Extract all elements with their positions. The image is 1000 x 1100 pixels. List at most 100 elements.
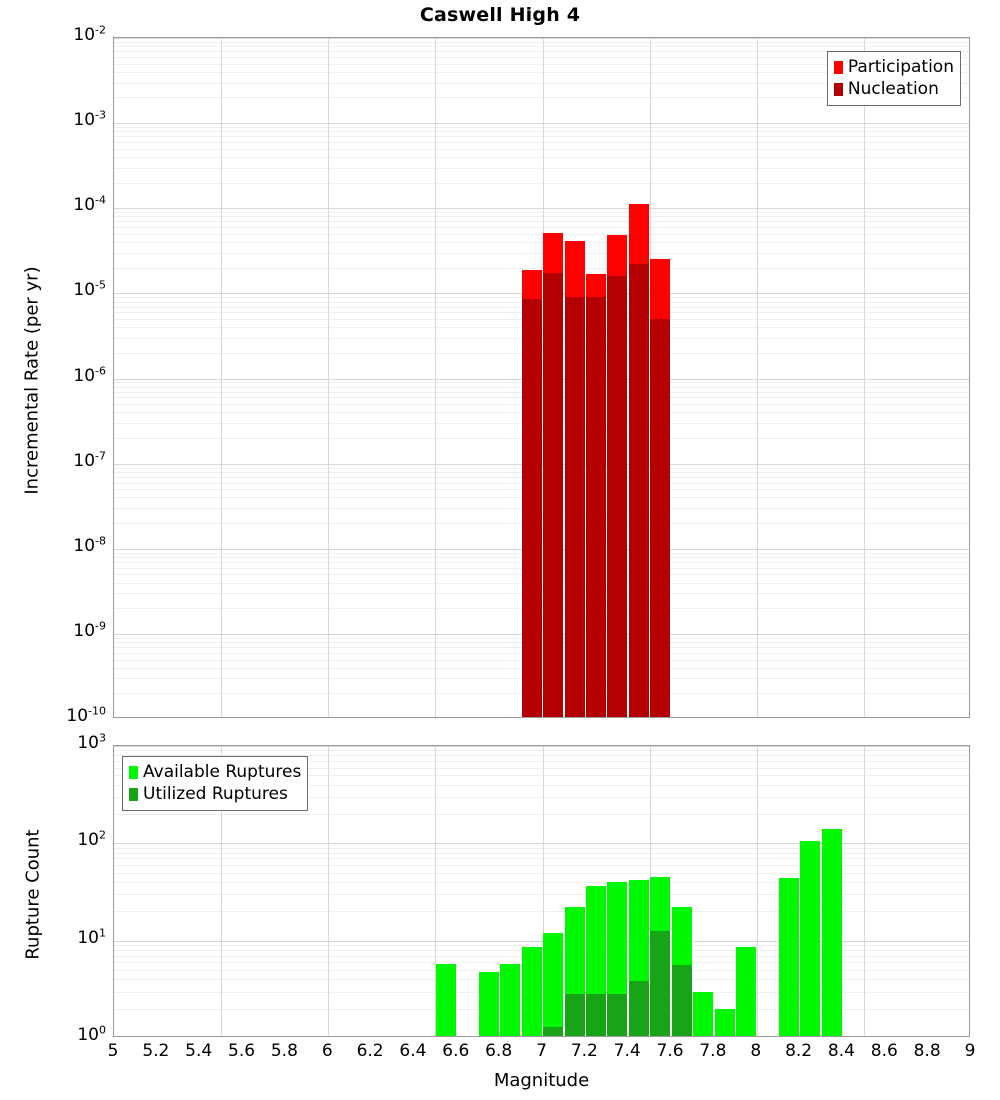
gridline-minor-y [114, 168, 969, 169]
y-tick-label: 10-3 [73, 112, 106, 129]
y-tick-label: 10-4 [73, 197, 106, 214]
utilized-ruptures-swatch-icon [129, 788, 138, 801]
x-tick-label: 5.4 [185, 1043, 212, 1060]
gridline-minor-y [114, 216, 969, 217]
gridline-major-y [114, 38, 969, 39]
gridline-major-x [328, 38, 329, 717]
gridline-major-y [114, 123, 969, 124]
bar-nucleation [543, 273, 563, 717]
gridline-major-x [864, 38, 865, 717]
bar-available-ruptures [500, 964, 520, 1036]
y-tick-label: 103 [77, 735, 106, 752]
bar-utilized-ruptures [650, 931, 670, 1036]
x-tick-label: 7.4 [614, 1043, 641, 1060]
y-tick-label: 10-6 [73, 368, 106, 385]
gridline-major-y [114, 208, 969, 209]
incremental-rate-plot: Participation Nucleation [113, 37, 970, 718]
bar-utilized-ruptures [629, 981, 649, 1036]
bar-available-ruptures [822, 829, 842, 1036]
incremental-rate-plot-area [114, 38, 969, 717]
gridline-minor-y [114, 234, 969, 235]
gridline-major-x [757, 746, 758, 1036]
y-tick-label: 10-10 [66, 708, 106, 725]
legend-item-participation: Participation [834, 56, 954, 78]
y-tick-label: 10-8 [73, 538, 106, 555]
legend-label-available-ruptures: Available Ruptures [143, 764, 301, 781]
available-ruptures-swatch-icon [129, 766, 138, 779]
bar-utilized-ruptures [586, 994, 606, 1036]
gridline-minor-y [114, 253, 969, 254]
gridline-minor-y [114, 136, 969, 137]
y-tick-label: 100 [77, 1027, 106, 1044]
page-title: Caswell High 4 [0, 4, 1000, 26]
bar-available-ruptures [693, 992, 713, 1036]
gridline-minor-y [114, 127, 969, 128]
bar-nucleation [586, 297, 606, 717]
x-tick-label: 8.8 [914, 1043, 941, 1060]
bar-utilized-ruptures [543, 1027, 563, 1036]
gridline-minor-y [114, 131, 969, 132]
gridline-minor-y [114, 183, 969, 184]
incremental-rate-y-axis-ticks: 10-210-310-410-510-610-710-810-910-10 [0, 37, 106, 718]
gridline-minor-y [114, 46, 969, 47]
x-tick-label: 9 [965, 1043, 976, 1060]
x-tick-label: 7.2 [571, 1043, 598, 1060]
bar-utilized-ruptures [607, 994, 627, 1036]
incremental-rate-y-axis-label: Incremental Rate (per yr) [22, 181, 43, 581]
gridline-minor-y [114, 268, 969, 269]
bar-available-ruptures [800, 841, 820, 1036]
bar-available-ruptures [479, 972, 499, 1037]
x-tick-label: 8.4 [828, 1043, 855, 1060]
x-tick-label: 7.6 [657, 1043, 684, 1060]
bar-available-ruptures [715, 1009, 735, 1036]
rupture-count-plot: Available Ruptures Utilized Ruptures [113, 745, 970, 1037]
rupture-count-y-axis-label: Rupture Count [23, 745, 44, 1045]
gridline-minor-y [114, 142, 969, 143]
rupture-count-legend: Available Ruptures Utilized Ruptures [122, 756, 308, 811]
bar-available-ruptures [779, 878, 799, 1036]
legend-label-utilized-ruptures: Utilized Ruptures [143, 786, 288, 803]
gridline-major-x [435, 38, 436, 717]
bar-available-ruptures [736, 947, 756, 1036]
x-tick-label: 5.8 [271, 1043, 298, 1060]
rupture-count-y-axis-ticks: 103102101100 [0, 745, 106, 1037]
y-tick-label: 102 [77, 832, 106, 849]
gridline-minor-y [114, 42, 969, 43]
gridline-minor-y [114, 242, 969, 243]
gridline-major-x [221, 38, 222, 717]
nucleation-swatch-icon [834, 83, 843, 96]
x-tick-label: 8.6 [871, 1043, 898, 1060]
gridline-minor-y [114, 227, 969, 228]
bar-nucleation [565, 297, 585, 717]
x-tick-label: 8.2 [785, 1043, 812, 1060]
x-tick-label: 6.2 [357, 1043, 384, 1060]
gridline-minor-y [114, 149, 969, 150]
gridline-minor-y [114, 814, 969, 815]
bar-available-ruptures [543, 933, 563, 1036]
y-tick-label: 10-2 [73, 27, 106, 44]
x-tick-label: 6.6 [442, 1043, 469, 1060]
legend-item-utilized-ruptures: Utilized Ruptures [129, 783, 301, 805]
gridline-minor-y [114, 750, 969, 751]
bar-nucleation [607, 276, 627, 717]
x-tick-label: 5.6 [228, 1043, 255, 1060]
bar-utilized-ruptures [672, 965, 692, 1036]
x-axis-label: Magnitude [113, 1070, 970, 1091]
x-tick-label: 6.8 [485, 1043, 512, 1060]
x-tick-label: 5.2 [142, 1043, 169, 1060]
gridline-major-y [114, 746, 969, 747]
x-tick-label: 7 [536, 1043, 547, 1060]
x-tick-label: 6.4 [399, 1043, 426, 1060]
bar-utilized-ruptures [565, 994, 585, 1036]
x-tick-label: 6 [322, 1043, 333, 1060]
y-tick-label: 101 [77, 930, 106, 947]
bar-available-ruptures [436, 964, 456, 1036]
gridline-minor-y [114, 221, 969, 222]
gridline-minor-y [114, 212, 969, 213]
legend-item-available-ruptures: Available Ruptures [129, 761, 301, 783]
y-tick-label: 10-5 [73, 282, 106, 299]
gridline-minor-y [114, 157, 969, 158]
bar-nucleation [650, 319, 670, 717]
gridline-major-x [328, 746, 329, 1036]
legend-label-participation: Participation [848, 59, 954, 76]
